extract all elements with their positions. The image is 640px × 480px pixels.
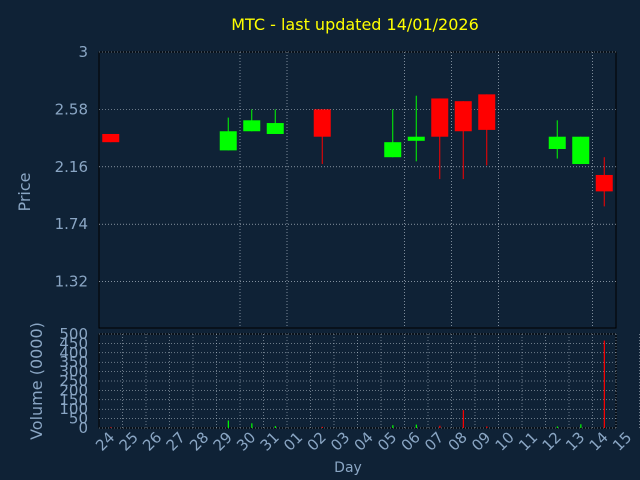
volume-tick-label: 350 <box>59 353 88 371</box>
candle-body <box>266 123 284 134</box>
candle-body <box>478 94 496 130</box>
candle-body <box>384 142 402 158</box>
volume-bar-24 <box>110 427 112 428</box>
volume-bar-05 <box>392 425 394 428</box>
price-tick-label: 2.58 <box>55 100 88 118</box>
price-tick-label: 1.32 <box>55 273 88 291</box>
volume-tick-label: 150 <box>59 391 88 409</box>
candle-body <box>219 131 237 151</box>
candle-08 <box>454 101 472 180</box>
x-axis-label: Day <box>334 460 362 476</box>
candle-12 <box>548 120 566 159</box>
volume-tick-label: 300 <box>59 363 88 381</box>
volume-bar-31 <box>274 426 276 428</box>
chart-title: MTC - last updated 14/01/2026 <box>231 15 479 34</box>
volume-bar-08 <box>462 410 464 428</box>
candle-09 <box>478 94 496 166</box>
candle-31 <box>266 109 284 134</box>
candle-14 <box>595 157 613 207</box>
price-tick-label: 2.16 <box>55 158 88 176</box>
volume-tick-label: 250 <box>59 372 88 390</box>
volume-bar-07 <box>439 425 441 428</box>
candle-24 <box>102 133 120 143</box>
candle-body <box>243 120 261 132</box>
price-y-ticks: 3 2.58 2.16 1.74 1.32 <box>55 43 88 291</box>
volume-gridlines <box>99 333 640 429</box>
volume-bar-13 <box>580 424 582 428</box>
volume-tick-label: 0 <box>78 419 88 437</box>
price-panel: 3 2.58 2.16 1.74 1.32 Price <box>15 43 617 329</box>
candle-13 <box>572 136 590 165</box>
candle-05 <box>384 109 402 158</box>
volume-tick-label: 400 <box>59 344 88 362</box>
volume-bar-06 <box>415 424 417 428</box>
volume-bar-29 <box>227 420 229 428</box>
candle-body <box>572 136 590 165</box>
volume-tick-label: 450 <box>59 334 88 352</box>
volume-bar-14 <box>603 340 605 428</box>
candlesticks <box>102 94 613 207</box>
price-axis-label: Price <box>15 172 34 211</box>
candle-body <box>313 109 331 137</box>
candle-body <box>407 136 425 141</box>
candle-02 <box>313 109 331 165</box>
volume-bar-02 <box>321 426 323 428</box>
volume-axis-label: Volume (0000) <box>27 322 46 440</box>
volume-tick-label: 200 <box>59 381 88 399</box>
volume-bar-09 <box>486 426 488 428</box>
price-gridlines <box>99 51 616 328</box>
candle-body <box>102 133 120 143</box>
volume-bars <box>110 340 605 428</box>
candle-body <box>548 136 566 150</box>
volume-bar-30 <box>251 423 253 428</box>
price-tick-label: 3 <box>78 43 88 61</box>
candle-30 <box>243 109 261 132</box>
volume-bar-12 <box>556 426 558 428</box>
candle-body <box>431 98 449 137</box>
candle-06 <box>407 95 425 162</box>
candle-07 <box>431 98 449 180</box>
price-tick-label: 1.74 <box>55 215 88 233</box>
volume-tick-label: 500 <box>59 325 88 343</box>
volume-tick-label: 100 <box>59 400 88 418</box>
x-axis-ticks: 2425262728293031010203040506070809101112… <box>92 428 635 454</box>
candle-29 <box>219 117 237 151</box>
volume-tick-label: 50 <box>69 410 88 428</box>
candle-body <box>595 174 613 192</box>
candle-body <box>454 101 472 132</box>
